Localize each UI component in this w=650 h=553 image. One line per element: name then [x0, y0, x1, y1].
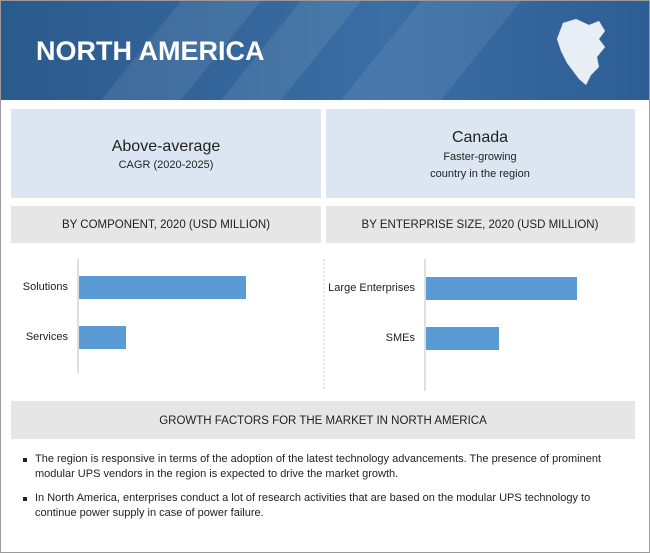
header-band — [1, 1, 649, 100]
chart-title-box — [11, 206, 321, 243]
bullet: In North America, enterprises conduct a … — [23, 491, 623, 521]
bar — [426, 327, 499, 350]
highlight-box — [326, 109, 635, 198]
bar — [79, 276, 246, 299]
header-title: NORTH AMERICA — [36, 36, 265, 66]
category-label: Services — [26, 331, 69, 343]
category-label: Solutions — [23, 281, 69, 293]
highlight-box — [11, 109, 321, 198]
chart-title: BY COMPONENT, 2020 (USD MILLION) — [62, 219, 270, 231]
highlight-line: Faster-growing — [443, 151, 516, 163]
highlight-line: CAGR (2020-2025) — [119, 159, 214, 171]
growth-title-box — [11, 401, 635, 439]
category-label: SMEs — [386, 332, 416, 344]
header-stripes — [101, 1, 521, 100]
highlight-line: country in the region — [430, 168, 530, 180]
growth-title: GROWTH FACTORS FOR THE MARKET IN NORTH A… — [159, 415, 487, 427]
bullet-list: The region is responsive in terms of the… — [23, 452, 623, 530]
category-label: Large Enterprises — [328, 282, 415, 294]
bar — [426, 277, 577, 300]
map-icon — [556, 18, 606, 86]
bar — [79, 326, 126, 349]
chart-title: BY ENTERPRISE SIZE, 2020 (USD MILLION) — [362, 219, 599, 231]
chart-title-box — [326, 206, 635, 243]
highlight-title: Above-average — [112, 138, 221, 155]
bullet: The region is responsive in terms of the… — [23, 452, 623, 482]
highlight-title: Canada — [452, 129, 508, 146]
